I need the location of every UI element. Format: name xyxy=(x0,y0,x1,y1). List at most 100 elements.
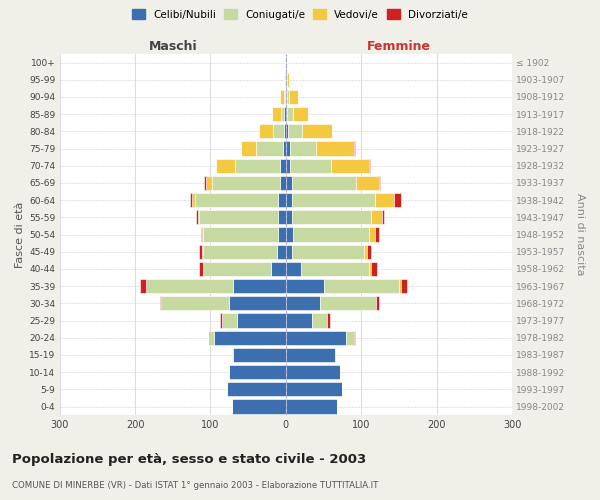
Bar xyxy=(286,228,293,241)
Bar xyxy=(285,90,286,104)
Bar xyxy=(316,142,354,156)
Bar xyxy=(286,314,312,328)
Bar xyxy=(256,142,283,156)
Bar xyxy=(323,279,399,293)
Bar xyxy=(278,228,286,241)
Bar xyxy=(286,262,301,276)
Bar xyxy=(382,210,384,224)
Bar xyxy=(140,279,146,293)
Bar xyxy=(280,90,284,104)
Bar xyxy=(399,279,401,293)
Bar xyxy=(235,158,280,173)
Bar xyxy=(197,210,199,224)
Bar xyxy=(196,193,278,207)
Bar xyxy=(293,228,369,241)
Bar xyxy=(286,107,287,121)
Bar xyxy=(375,193,394,207)
Bar xyxy=(160,296,161,310)
Bar xyxy=(232,400,286,413)
Bar xyxy=(232,348,233,362)
Bar xyxy=(302,124,332,138)
Bar xyxy=(286,90,287,104)
Bar xyxy=(288,124,302,138)
Bar xyxy=(364,244,367,259)
Bar xyxy=(287,90,289,104)
Bar xyxy=(227,382,286,396)
Bar xyxy=(203,228,278,241)
Bar xyxy=(208,330,214,345)
Bar xyxy=(222,314,237,328)
Bar xyxy=(199,244,202,259)
Bar xyxy=(285,72,286,87)
Bar xyxy=(280,158,286,173)
Bar xyxy=(401,279,407,293)
Text: COMUNE DI MINERBE (VR) - Dati ISTAT 1° gennaio 2003 - Elaborazione TUTTITALIA.IT: COMUNE DI MINERBE (VR) - Dati ISTAT 1° g… xyxy=(12,480,379,490)
Bar xyxy=(286,330,346,345)
Bar xyxy=(202,244,203,259)
Bar xyxy=(205,176,206,190)
Bar xyxy=(203,244,277,259)
Bar xyxy=(293,107,308,121)
Bar xyxy=(354,330,355,345)
Bar xyxy=(354,142,355,156)
Bar xyxy=(369,228,375,241)
Bar xyxy=(286,210,292,224)
Bar xyxy=(286,365,340,379)
Text: Maschi: Maschi xyxy=(148,40,197,53)
Bar xyxy=(237,314,286,328)
Bar xyxy=(278,210,286,224)
Bar xyxy=(356,176,379,190)
Bar xyxy=(286,279,323,293)
Bar xyxy=(220,314,222,328)
Bar xyxy=(284,90,285,104)
Bar xyxy=(286,193,292,207)
Bar xyxy=(375,228,379,241)
Bar xyxy=(241,142,256,156)
Bar xyxy=(206,176,212,190)
Bar xyxy=(196,210,197,224)
Bar xyxy=(284,72,285,87)
Bar xyxy=(371,210,382,224)
Bar xyxy=(331,158,369,173)
Bar xyxy=(292,244,364,259)
Bar xyxy=(290,158,331,173)
Bar xyxy=(312,314,328,328)
Bar xyxy=(271,262,286,276)
Bar xyxy=(286,296,320,310)
Bar xyxy=(277,244,286,259)
Bar xyxy=(285,56,286,70)
Bar xyxy=(146,279,233,293)
Bar xyxy=(287,107,293,121)
Y-axis label: Anni di nascita: Anni di nascita xyxy=(575,194,585,276)
Bar xyxy=(292,193,375,207)
Bar xyxy=(369,158,370,173)
Bar xyxy=(286,72,287,87)
Bar xyxy=(376,296,379,310)
Bar xyxy=(379,176,380,190)
Bar xyxy=(214,330,286,345)
Legend: Celibi/Nubili, Coniugati/e, Vedovi/e, Divorziati/e: Celibi/Nubili, Coniugati/e, Vedovi/e, Di… xyxy=(128,5,472,24)
Bar xyxy=(281,107,284,121)
Bar xyxy=(233,348,286,362)
Bar xyxy=(272,107,281,121)
Bar xyxy=(284,124,286,138)
Bar xyxy=(216,158,235,173)
Bar xyxy=(286,400,337,413)
Bar xyxy=(346,330,354,345)
Bar xyxy=(369,262,371,276)
Bar xyxy=(286,158,290,173)
Bar xyxy=(273,124,284,138)
Bar xyxy=(190,193,191,207)
Bar xyxy=(286,244,292,259)
Bar xyxy=(191,193,196,207)
Bar xyxy=(335,348,337,362)
Bar xyxy=(203,262,271,276)
Y-axis label: Fasce di età: Fasce di età xyxy=(15,202,25,268)
Text: Popolazione per età, sesso e stato civile - 2003: Popolazione per età, sesso e stato civil… xyxy=(12,452,366,466)
Bar xyxy=(292,176,356,190)
Bar xyxy=(289,90,298,104)
Bar xyxy=(199,262,203,276)
Bar xyxy=(371,262,377,276)
Bar xyxy=(278,193,286,207)
Bar xyxy=(161,296,229,310)
